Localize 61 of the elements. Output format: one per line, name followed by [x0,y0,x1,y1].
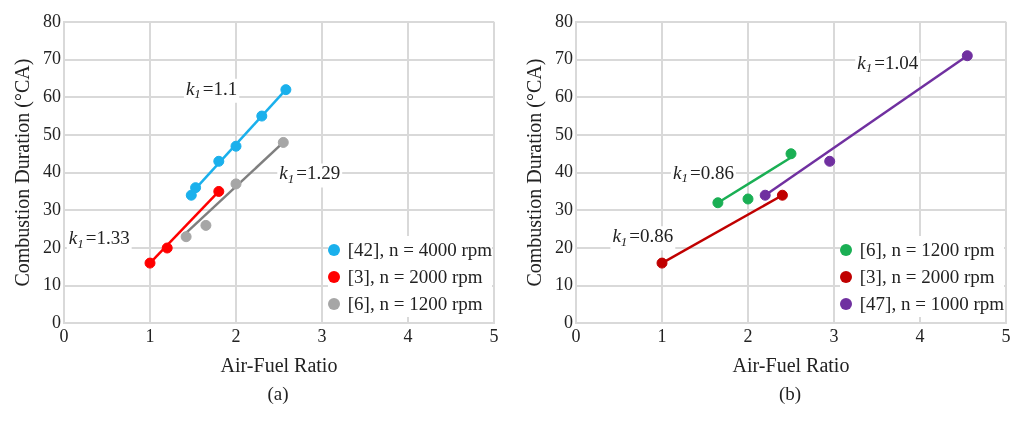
point [190,182,202,194]
legend-label: [6], n = 1200 rpm [859,238,995,263]
y-tick-label: 10 [43,274,61,295]
y-tick-label: 40 [555,161,573,182]
point [185,189,197,201]
x-tick-label: 3 [829,325,839,346]
point [742,193,754,205]
x-axis-title: Air-Fuel Ratio [732,354,850,377]
y-axis-title: Combustion Duration (°CA) [523,58,547,287]
y-tick-label: 20 [43,236,61,257]
y-tick-label: 10 [555,274,573,295]
point [144,257,156,269]
x-tick-label: 2 [743,325,753,346]
x-axis-title: Air-Fuel Ratio [220,354,338,377]
legend-label: [47], n = 1000 rpm [859,292,1004,317]
x-tick-label: 4 [403,325,413,346]
point [256,110,268,122]
y-axis-title: Combustion Duration (°CA) [11,58,35,287]
text: (a) [266,383,290,405]
y-tick-label: 80 [43,10,61,31]
legend-label: [6], n = 1200 rpm [347,292,483,317]
point [200,219,212,231]
x-tick-label: 2 [231,325,241,346]
y-tick-label: 0 [52,312,61,333]
y-tick-label: 0 [564,312,573,333]
point [656,257,668,269]
y-tick-label: 30 [43,199,61,220]
legend-label: [3], n = 2000 rpm [859,265,995,290]
y-tick-label: 20 [555,236,573,257]
x-tick-label: 4 [915,325,925,346]
point [180,231,192,243]
x-tick-label: 1 [657,325,667,346]
y-tick-label: 60 [43,85,61,106]
x-tick-label: 3 [317,325,327,346]
point [776,189,788,201]
point [213,185,225,197]
y-tick-label: 50 [555,123,573,144]
point [277,136,289,148]
point [785,148,797,160]
text: (b) [777,383,803,405]
point [280,84,292,96]
point [230,178,242,190]
point [712,197,724,209]
point [961,50,973,62]
legend-label: [42], n = 4000 rpm [347,238,492,263]
point [824,155,836,167]
legend-label: [3], n = 2000 rpm [347,265,483,290]
y-tick-label: 70 [555,48,573,69]
point [230,140,242,152]
y-tick-label: 40 [43,161,61,182]
y-tick-label: 50 [43,123,61,144]
y-tick-label: 80 [555,10,573,31]
x-tick-label: 1 [145,325,155,346]
point [759,189,771,201]
y-tick-label: 60 [555,85,573,106]
y-tick-label: 70 [43,48,61,69]
point [213,155,225,167]
x-tick-label: 5 [489,325,499,346]
y-tick-label: 30 [555,199,573,220]
x-tick-label: 5 [1001,325,1011,346]
point [161,242,173,254]
